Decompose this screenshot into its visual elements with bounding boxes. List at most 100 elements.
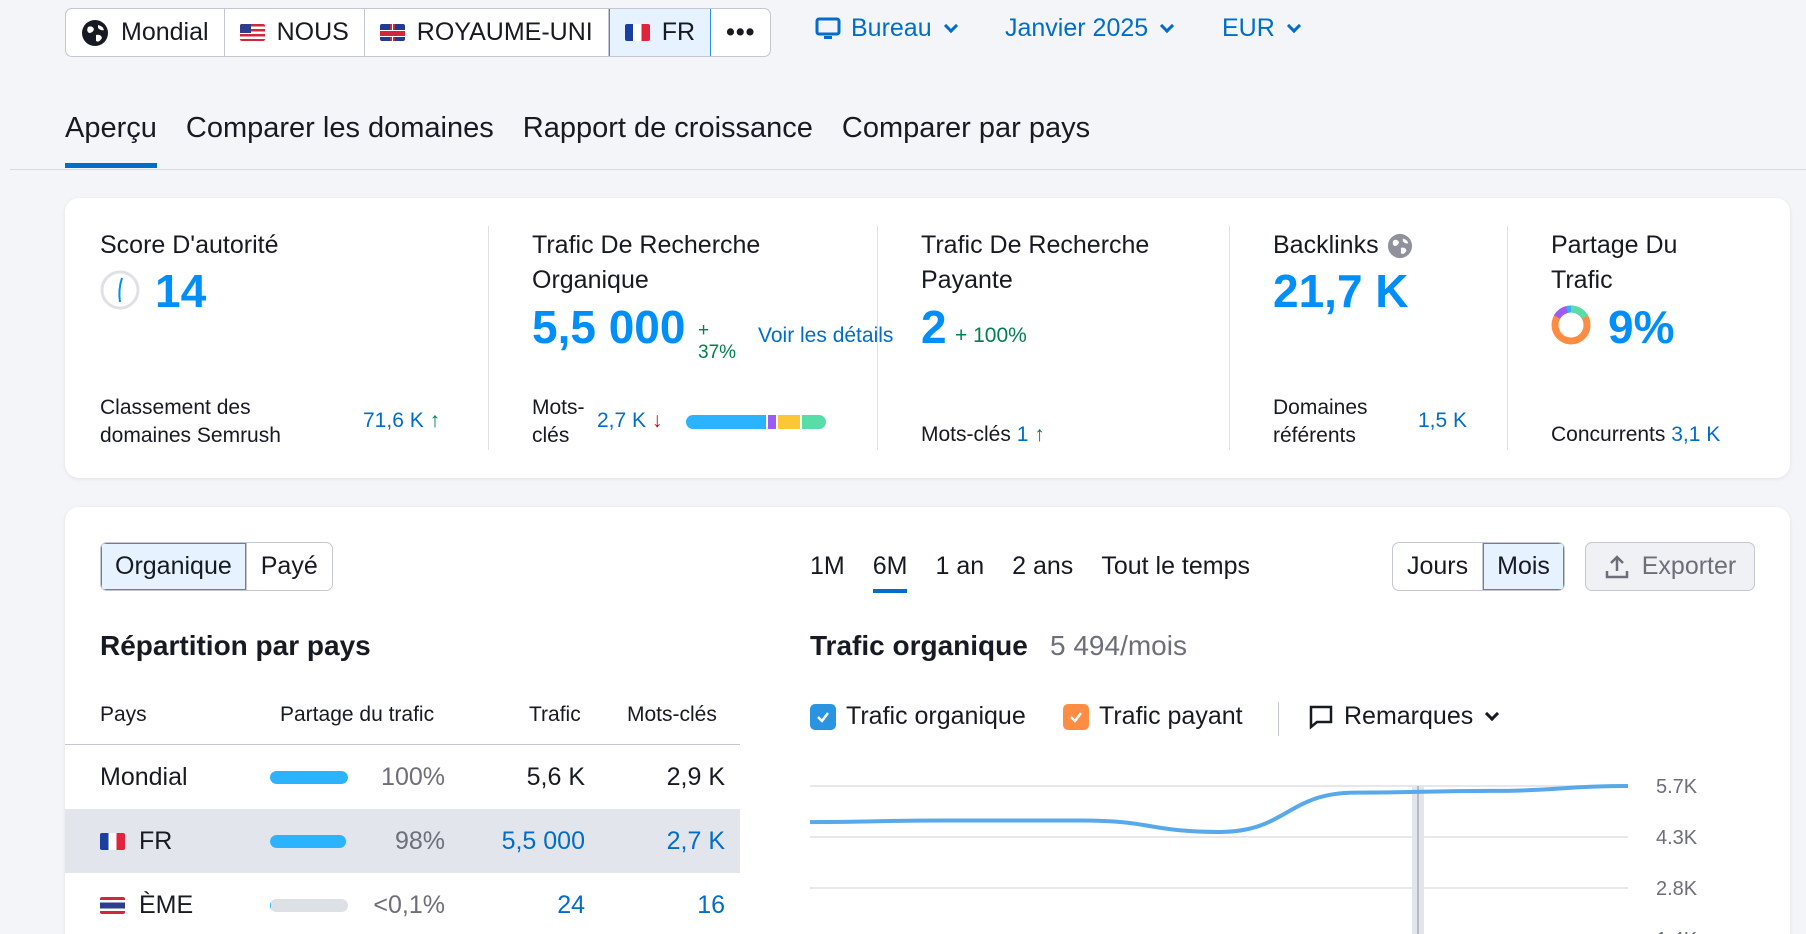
tab-apercu[interactable]: Aperçu: [65, 112, 157, 168]
kw-segment-navigational: [768, 415, 776, 429]
granularity-toggle: Jours Mois: [1392, 542, 1565, 591]
keywords-value[interactable]: 2,7 K: [666, 826, 725, 855]
organic-kw-label: Mots-clés: [532, 396, 585, 447]
backlinks-label-row: Backlinks: [1273, 228, 1413, 263]
upload-icon: [1605, 554, 1628, 578]
database-uk[interactable]: ROYAUME-UNI: [365, 9, 609, 56]
device-dropdown[interactable]: Bureau: [815, 14, 958, 43]
share-competitors-row: Concurrents 3,1 K: [1551, 421, 1720, 449]
organic-details-link[interactable]: Voir les détails: [758, 324, 894, 347]
authority-rank-value: 71,6 K: [363, 409, 424, 432]
table-row[interactable]: Mondial 100% 5,6 K 2,9 K: [65, 745, 740, 809]
legend-divider: [1278, 702, 1279, 736]
chart-subtitle: 5 494/mois: [1050, 630, 1187, 661]
chevron-down-icon: [1286, 18, 1301, 33]
globe-icon: [1387, 233, 1412, 258]
paid-value: 2: [921, 301, 947, 353]
table-row[interactable]: FR 98% 5,5 000 2,7 K: [65, 809, 740, 873]
col-header-country: Pays: [100, 703, 147, 726]
globe-icon: [82, 19, 108, 46]
checkbox-checked-icon: [810, 703, 836, 730]
organic-kw-value: 2,7 K: [597, 409, 647, 432]
traffic-value[interactable]: 24: [557, 890, 585, 919]
period-1an[interactable]: 1 an: [935, 552, 985, 580]
keywords-value[interactable]: 16: [697, 890, 725, 919]
database-selector: Mondial NOUS ROYAUME-UNI FR •••: [65, 8, 772, 57]
country-cell: FR: [100, 809, 172, 873]
date-dropdown[interactable]: Janvier 2025: [1005, 14, 1175, 43]
organic-value: 5,5 000: [532, 301, 686, 353]
metric-divider: [877, 226, 878, 450]
keyword-distribution-bar: [686, 415, 826, 429]
arrow-up-icon: ↑: [1034, 423, 1045, 446]
period-2ans[interactable]: 2 ans: [1012, 552, 1074, 580]
database-fr[interactable]: FR: [608, 9, 712, 56]
table-row[interactable]: ÈME <0,1% 24 16: [65, 873, 740, 934]
paid-change: + 100%: [955, 324, 1027, 347]
paid-kw-label: Mots-clés: [921, 423, 1011, 446]
table-header-divider: [65, 744, 740, 745]
paid-kw-value[interactable]: 1: [1016, 423, 1029, 446]
share-bar: [270, 834, 348, 848]
y-tick-label: 4.3K: [1656, 827, 1698, 849]
kw-segment-commercial: [778, 415, 800, 429]
traffic-type-toggle: Organique Payé: [100, 542, 333, 591]
export-button[interactable]: Exporter: [1585, 542, 1755, 591]
metric-divider: [1507, 226, 1508, 450]
share-value: 100%: [381, 762, 445, 791]
flag-us-icon: [239, 24, 265, 41]
backlinks-label: Backlinks: [1273, 231, 1379, 259]
authority-rank-link[interactable]: 71,6 K ↑: [363, 407, 440, 435]
flag-fr-icon: [624, 24, 650, 41]
traffic-line-chart: 5.7K 4.3K 2.8K 1.4K: [809, 776, 1698, 934]
col-header-traffic: Trafic: [529, 703, 581, 726]
legend-paid[interactable]: Trafic payant: [1063, 702, 1243, 731]
y-tick-label: 1.4K: [1656, 929, 1698, 934]
tab-comparer-pays[interactable]: Comparer par pays: [841, 112, 1091, 144]
authority-value: 14: [155, 265, 207, 317]
report-tabs: Aperçu Comparer les domaines Rapport de …: [65, 112, 1090, 168]
period-selector: 1M 6M 1 an 2 ans Tout le temps: [810, 552, 1250, 593]
traffic-value: 5,6 K: [526, 762, 585, 791]
y-tick-label: 5.7K: [1656, 776, 1698, 798]
country-section-title: Répartition par pays: [100, 630, 371, 661]
organic-toggle[interactable]: Organique: [101, 543, 247, 590]
traffic-share-donut-icon: [1551, 305, 1591, 345]
comment-icon: [1309, 705, 1333, 730]
database-us[interactable]: NOUS: [225, 9, 365, 56]
authority-label: Score D'autorité: [100, 231, 279, 259]
period-1m[interactable]: 1M: [810, 552, 845, 580]
col-header-share: Partage du trafic: [280, 703, 435, 726]
period-6m[interactable]: 6M: [872, 552, 908, 593]
share-value: 9%: [1608, 301, 1675, 353]
checkbox-checked-icon: [1063, 703, 1089, 730]
days-toggle[interactable]: Jours: [1393, 543, 1484, 590]
more-databases-button[interactable]: •••: [711, 9, 770, 56]
legend-organic[interactable]: Trafic organique: [810, 702, 1026, 731]
traffic-value[interactable]: 5,5 000: [501, 826, 585, 855]
competitors-value[interactable]: 3,1 K: [1671, 423, 1721, 446]
database-mondial[interactable]: Mondial: [66, 9, 225, 56]
currency-dropdown[interactable]: EUR: [1222, 14, 1301, 43]
referring-domains-value[interactable]: 1,5 K: [1418, 409, 1468, 432]
share-bar-fill: [270, 834, 347, 848]
period-all[interactable]: Tout le temps: [1101, 552, 1250, 580]
share-bar: [270, 898, 348, 912]
share-bar-fill: [270, 898, 271, 912]
organic-kw-link[interactable]: 2,7 K ↓: [597, 407, 662, 435]
share-value: 98%: [394, 826, 445, 855]
paid-label: Trafic De Recherche Payante: [921, 231, 1150, 294]
backlinks-value: 21,7 K: [1273, 265, 1409, 317]
tab-comparer-domaines[interactable]: Comparer les domaines: [185, 112, 494, 144]
device-label: Bureau: [851, 14, 932, 42]
months-toggle[interactable]: Mois: [1483, 543, 1564, 590]
metric-divider: [1229, 226, 1230, 450]
database-label: FR: [661, 18, 696, 46]
share-value: <0,1%: [373, 890, 445, 919]
notes-dropdown[interactable]: Remarques: [1308, 702, 1500, 731]
tab-rapport-croissance[interactable]: Rapport de croissance: [522, 112, 813, 144]
desktop-icon: [815, 17, 841, 39]
arrow-down-icon: ↓: [651, 409, 663, 432]
paid-toggle[interactable]: Payé: [260, 552, 318, 580]
kw-segment-transactional: [802, 415, 826, 429]
